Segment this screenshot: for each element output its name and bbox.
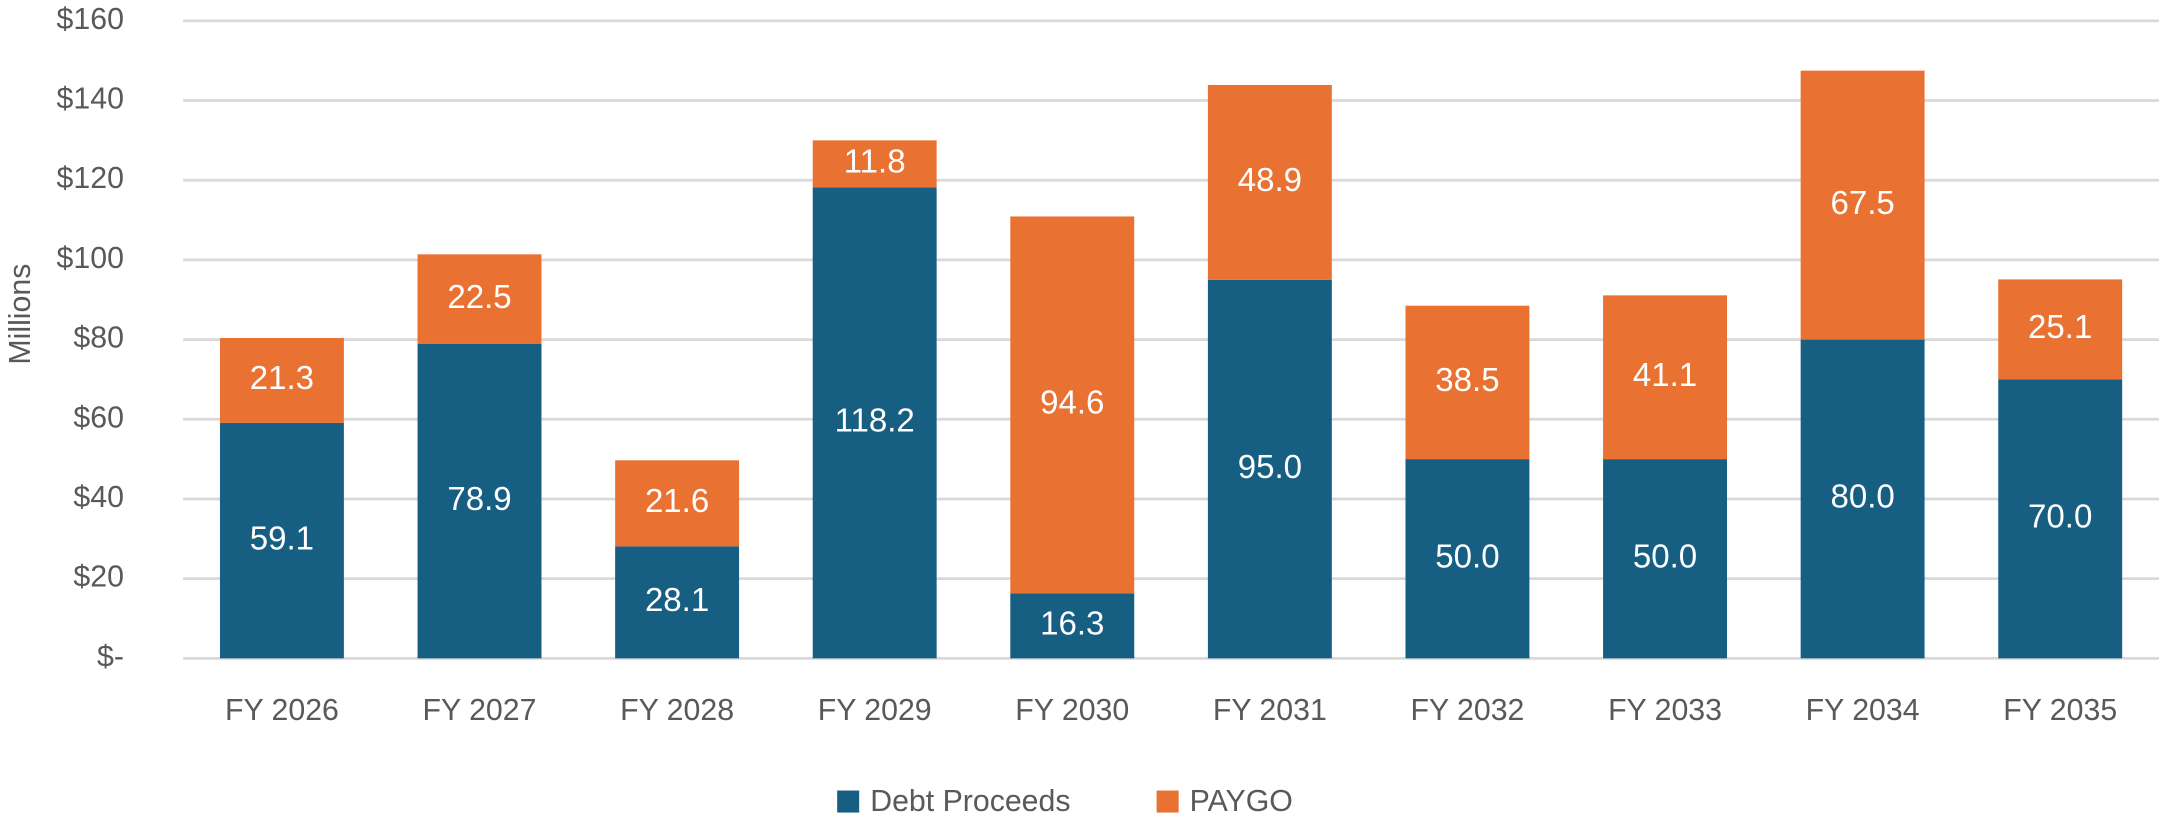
x-tick-label: FY 2033	[1608, 694, 1722, 727]
bar-segment	[1207, 279, 1332, 659]
data-label: 78.9	[447, 481, 511, 518]
x-tick-label: FY 2032	[1410, 694, 1524, 727]
data-label: 67.5	[1830, 185, 1894, 222]
x-tick-label: FY 2035	[2003, 694, 2117, 727]
data-label: 25.1	[2028, 309, 2092, 346]
data-label: 48.9	[1238, 162, 1302, 199]
bar-segment	[417, 254, 542, 344]
bar-segment	[1800, 339, 1925, 659]
data-label: 38.5	[1435, 362, 1499, 399]
data-label: 59.1	[250, 520, 314, 557]
bar-segment	[1405, 459, 1530, 659]
y-tick-label: $-	[97, 640, 124, 673]
x-tick-label: FY 2030	[1015, 694, 1129, 727]
data-label: 21.6	[645, 483, 709, 520]
x-tick-label: FY 2027	[423, 694, 537, 727]
bar-segment	[1010, 593, 1135, 659]
bar-segment	[1800, 70, 1925, 340]
legend-swatch	[837, 790, 860, 813]
bar-segment	[1405, 305, 1530, 460]
bar-segment	[417, 343, 542, 659]
y-tick-label: $60	[73, 401, 124, 434]
bar-segment	[219, 422, 344, 659]
bar-segment	[1603, 459, 1727, 659]
bar-segment	[615, 546, 740, 659]
data-label: 28.1	[645, 582, 709, 619]
legend-swatch	[1156, 790, 1179, 813]
legend-label: PAYGO	[1190, 785, 1293, 818]
bar-segment	[219, 337, 344, 423]
x-tick-label: FY 2031	[1213, 694, 1327, 727]
data-label: 50.0	[1435, 538, 1499, 575]
legend-label: Debt Proceeds	[870, 785, 1070, 818]
data-label: 22.5	[447, 279, 511, 316]
y-tick-label: $120	[57, 162, 124, 195]
data-label: 70.0	[2028, 499, 2092, 536]
data-label: 80.0	[1830, 479, 1894, 516]
y-tick-label: $100	[57, 242, 124, 275]
y-axis-label: Millions	[4, 264, 37, 365]
bar-segment	[812, 140, 937, 188]
bar-segment	[1998, 279, 2123, 380]
bar-segment	[812, 187, 937, 659]
y-tick-label: $20	[73, 561, 124, 594]
data-label: 11.8	[844, 144, 906, 181]
bar-segment	[1010, 216, 1135, 594]
data-label: 118.2	[835, 403, 915, 440]
x-tick-label: FY 2034	[1806, 694, 1920, 727]
data-label: 50.0	[1633, 538, 1697, 575]
bar-segment	[615, 460, 740, 547]
bar-segment	[1603, 295, 1727, 460]
y-tick-label: $140	[57, 83, 124, 116]
data-label: 94.6	[1040, 385, 1104, 422]
y-tick-label: $40	[73, 481, 124, 514]
bar-segment	[1207, 84, 1332, 280]
data-label: 16.3	[1040, 606, 1104, 643]
x-tick-label: FY 2028	[620, 694, 734, 727]
bar-segment	[1998, 379, 2123, 659]
y-tick-label: $80	[73, 322, 124, 355]
x-tick-label: FY 2026	[225, 694, 339, 727]
y-tick-label: $160	[57, 3, 124, 36]
data-label: 21.3	[250, 360, 314, 397]
data-label: 95.0	[1238, 449, 1302, 486]
x-tick-label: FY 2029	[818, 694, 932, 727]
data-label: 41.1	[1633, 357, 1697, 394]
